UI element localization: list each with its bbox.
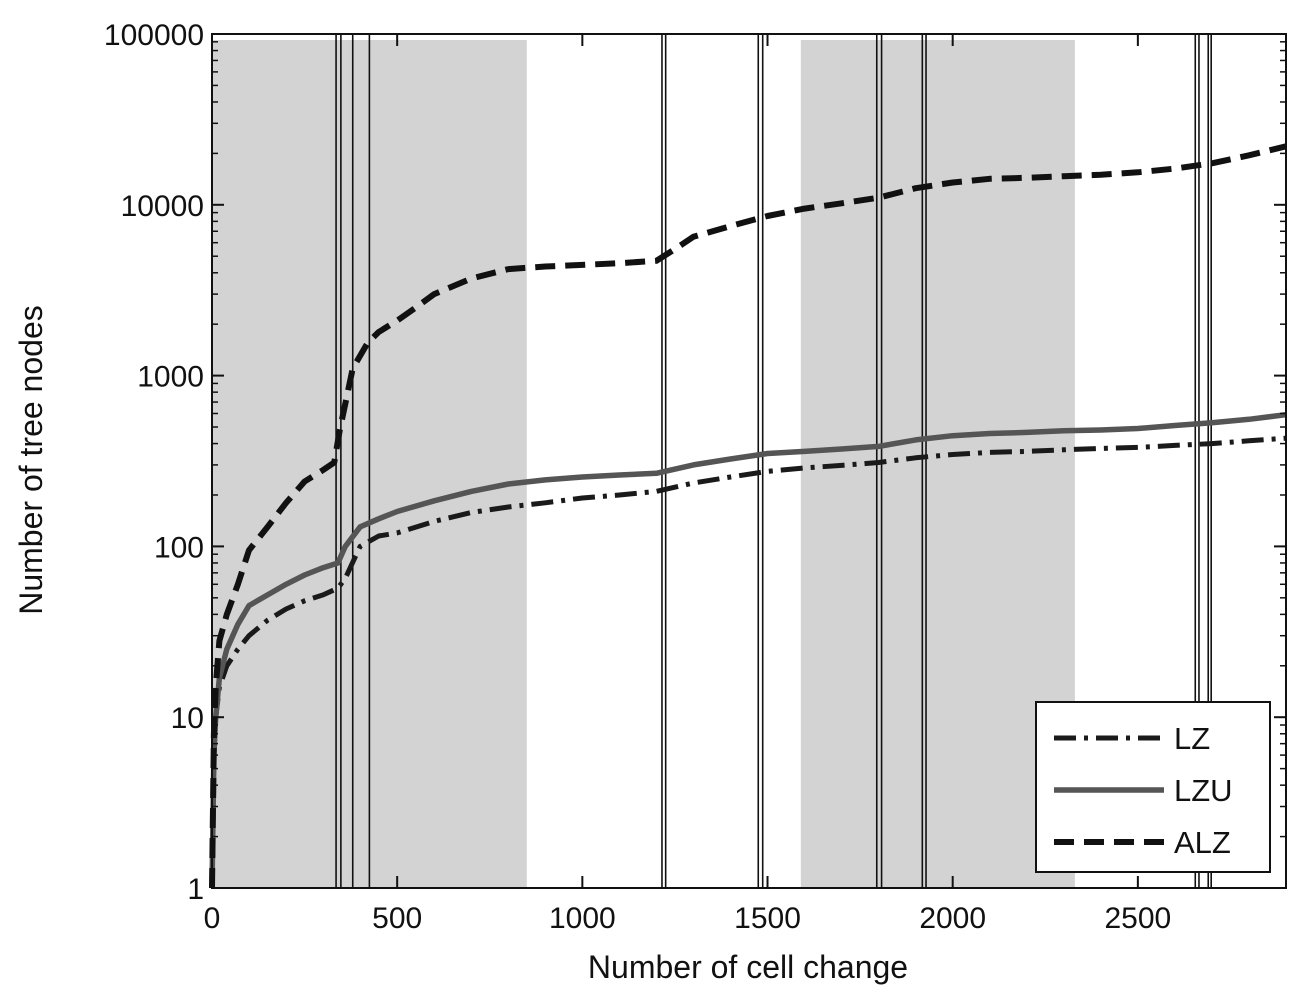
x-axis-ticks: 0 500 1000 1500 2000 2500 — [204, 34, 1171, 935]
x-tick-label-1: 500 — [372, 902, 422, 935]
y-tick-label-0: 1 — [187, 873, 204, 906]
y-axis-label: Number of tree nodes — [13, 305, 49, 615]
y-tick-label-5: 100000 — [104, 19, 204, 52]
y-tick-label-4: 10000 — [121, 190, 204, 223]
series-line-lzu — [209, 411, 1287, 889]
x-tick-label-4: 2000 — [919, 902, 986, 935]
series-lines — [209, 143, 1287, 889]
legend-box — [1035, 701, 1271, 873]
legend-label-lz: LZ — [1174, 721, 1210, 756]
x-tick-label-5: 2500 — [1104, 902, 1171, 935]
plot-frame — [211, 33, 1287, 889]
y-axis-ticks: 1 10 100 1000 10000 100000 — [104, 19, 1286, 906]
x-tick-label-3: 1500 — [734, 902, 801, 935]
legend-label-alz: ALZ — [1174, 825, 1231, 860]
legend: LZ LZU ALZ — [1035, 701, 1271, 873]
y-tick-label-1: 10 — [171, 702, 204, 735]
series-line-lz — [209, 435, 1287, 889]
legend-label-lzu: LZU — [1174, 773, 1233, 808]
x-tick-label-2: 1000 — [549, 902, 616, 935]
series-line-alz — [209, 143, 1287, 889]
y-tick-label-3: 1000 — [137, 361, 204, 394]
x-axis-label: Number of cell change — [588, 949, 908, 985]
shaded-region-1 — [800, 40, 1075, 888]
y-tick-label-2: 100 — [154, 531, 204, 564]
x-tick-label-0: 0 — [204, 902, 221, 935]
